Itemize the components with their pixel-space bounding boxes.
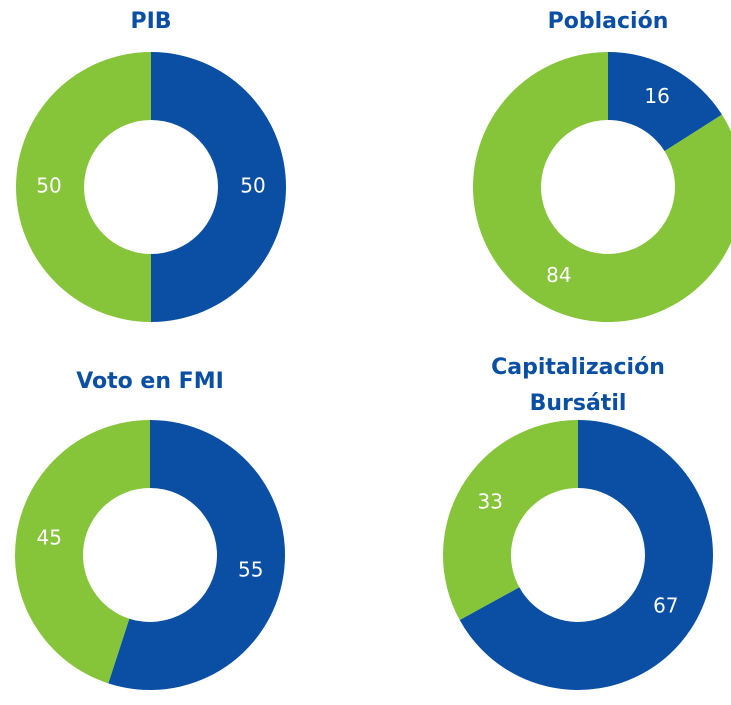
slice xyxy=(151,52,286,322)
chart-title: Capitalización Bursátil xyxy=(491,355,665,416)
slice xyxy=(16,52,151,322)
slice xyxy=(108,420,285,691)
data-label: 55 xyxy=(238,557,263,581)
data-label: 16 xyxy=(644,84,669,108)
chart-title: Voto en FMI xyxy=(76,369,224,394)
data-label: 50 xyxy=(240,174,265,198)
slice xyxy=(608,52,722,152)
data-label: 67 xyxy=(653,593,678,617)
chart-title: PIB xyxy=(130,9,172,34)
data-label: 50 xyxy=(36,174,61,198)
data-label: 33 xyxy=(477,490,502,514)
data-label: 45 xyxy=(37,526,62,550)
slice xyxy=(15,420,150,684)
slice xyxy=(443,420,578,621)
slice xyxy=(459,420,714,690)
slice xyxy=(473,52,731,322)
chart-title: Población xyxy=(547,9,669,34)
data-label: 84 xyxy=(546,263,571,287)
